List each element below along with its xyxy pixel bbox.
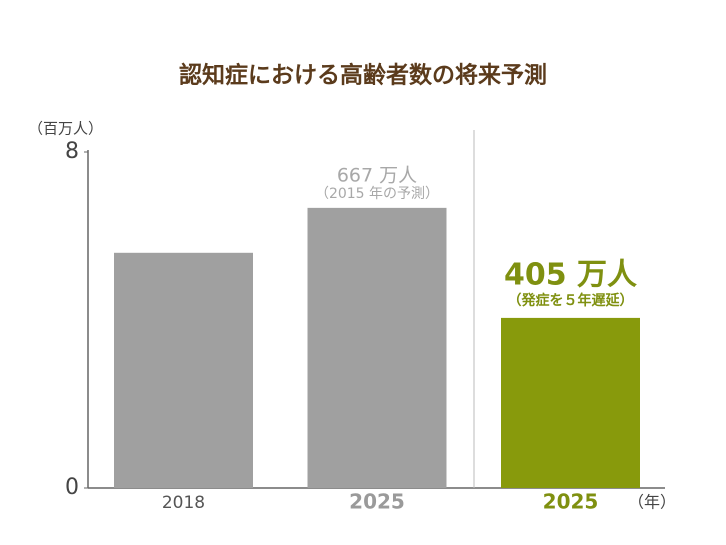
value-note: （発症を５年遅延） [508,292,634,309]
bar [307,207,447,489]
value-label: 405 万人 [504,257,637,292]
chart-title: 認知症における高齢者数の将来予測 [179,62,547,89]
bar [501,317,640,488]
value-note: （2015 年の予測） [315,186,439,202]
y-axis-label: （百万人） [28,120,103,138]
x-tick-label: 2025 [543,490,599,514]
x-axis-label: （年） [628,493,676,512]
x-tick-label: 2025 [349,490,405,514]
y-tick-label: 8 [65,139,79,164]
value-label: 667 万人 [337,164,417,186]
bar [114,252,253,488]
y-tick-label: 0 [65,475,79,500]
x-tick-label: 2018 [162,493,205,513]
